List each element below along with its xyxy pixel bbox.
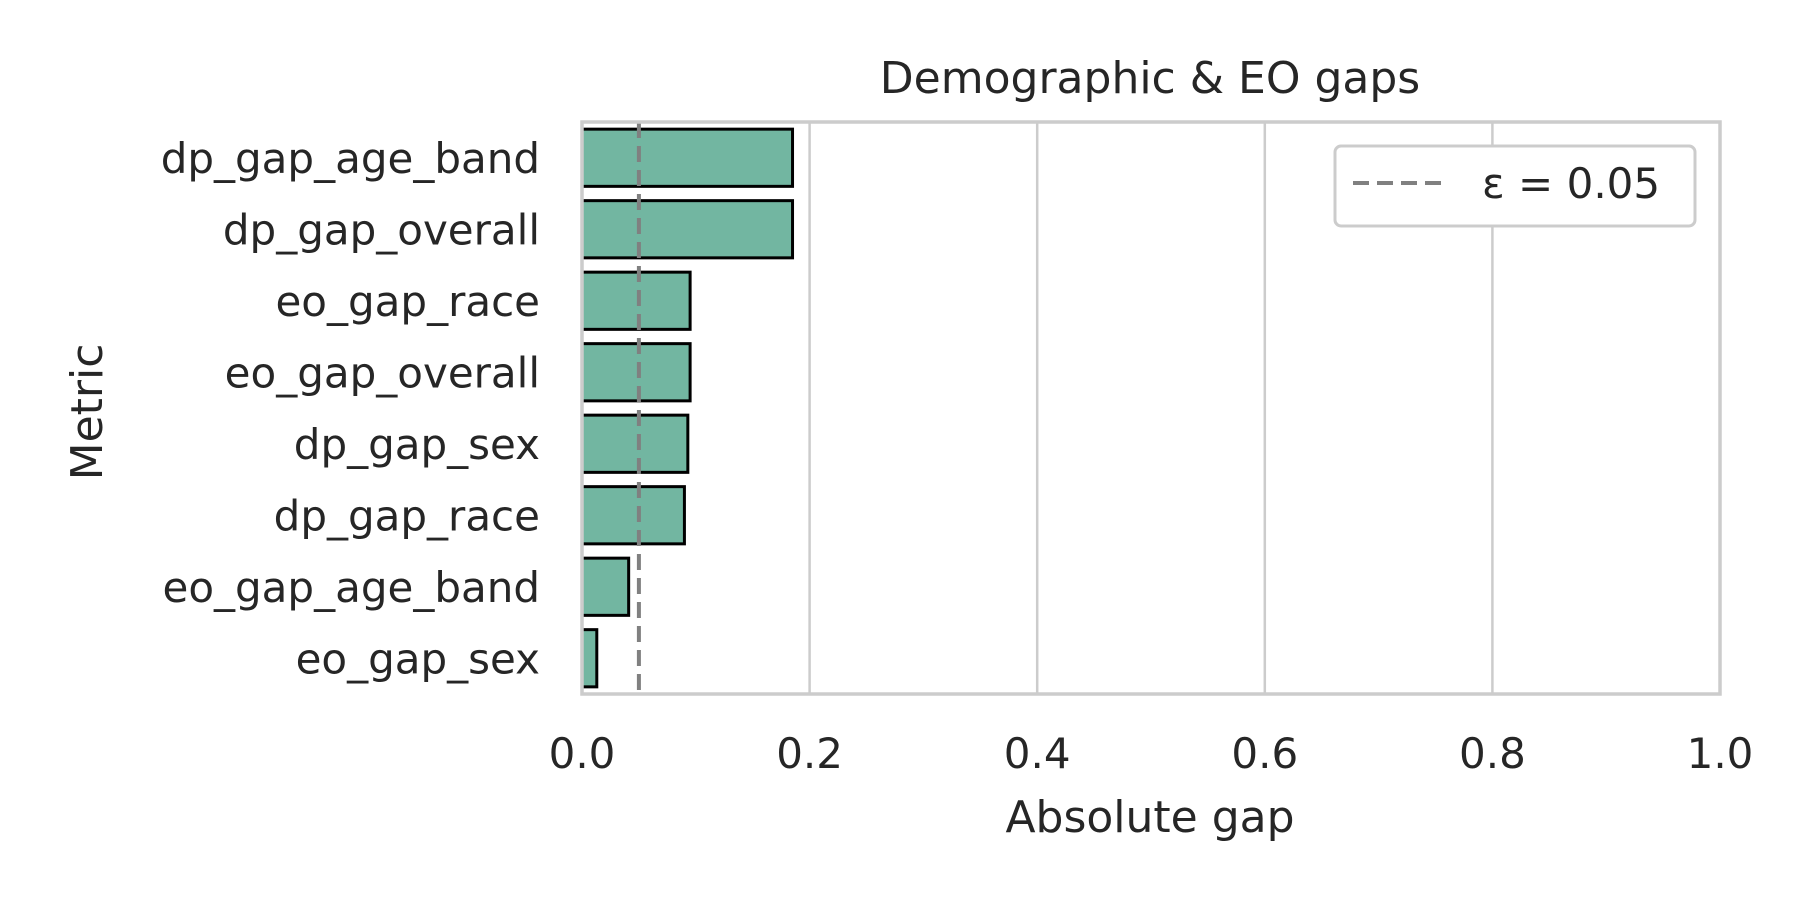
- bar-dp-gap-race: [580, 485, 686, 546]
- legend-box: [1333, 144, 1697, 228]
- bar-dp-gap-sex: [580, 413, 690, 474]
- y-tick-label: dp_gap_race: [274, 491, 540, 540]
- x-axis-label: Absolute gap: [1005, 792, 1294, 843]
- bar-eo-gap-sex: [580, 628, 599, 689]
- chart-title: Demographic & EO gaps: [880, 53, 1420, 104]
- y-tick-label: dp_gap_age_band: [161, 134, 540, 183]
- bar-eo-gap-overall: [580, 342, 692, 403]
- x-tick-label: 1.0: [1687, 729, 1754, 778]
- x-tick-label: 0.2: [776, 729, 843, 778]
- plot-border: [580, 120, 1722, 696]
- x-tick-label: 0.8: [1459, 729, 1526, 778]
- x-tick-label: 0.6: [1231, 729, 1298, 778]
- legend: ε = 0.05: [1333, 144, 1697, 228]
- y-tick-label: eo_gap_race: [275, 277, 540, 326]
- bar-dp-gap-age-band: [580, 127, 795, 188]
- y-axis-label: Metric: [62, 344, 113, 481]
- y-tick-label: eo_gap_age_band: [162, 563, 540, 612]
- bar-eo-gap-age-band: [580, 556, 631, 617]
- y-tick-label: eo_gap_overall: [225, 348, 540, 397]
- bar-dp-gap-overall: [580, 199, 795, 260]
- y-tick-labels: dp_gap_age_band dp_gap_overall eo_gap_race…: [161, 134, 540, 684]
- y-tick-label: dp_gap_sex: [294, 420, 540, 469]
- y-tick-label: dp_gap_overall: [223, 205, 540, 254]
- bar-eo-gap-race: [580, 270, 692, 331]
- plot-frame: [580, 120, 1722, 696]
- legend-threshold-label: ε = 0.05: [1482, 159, 1660, 208]
- bars: [580, 127, 795, 689]
- x-tick-label: 0.0: [549, 729, 616, 778]
- x-tick-label: 0.4: [1004, 729, 1071, 778]
- y-tick-label: eo_gap_sex: [296, 634, 540, 683]
- x-tick-labels: 0.0 0.2 0.4 0.6 0.8 1.0: [549, 729, 1754, 778]
